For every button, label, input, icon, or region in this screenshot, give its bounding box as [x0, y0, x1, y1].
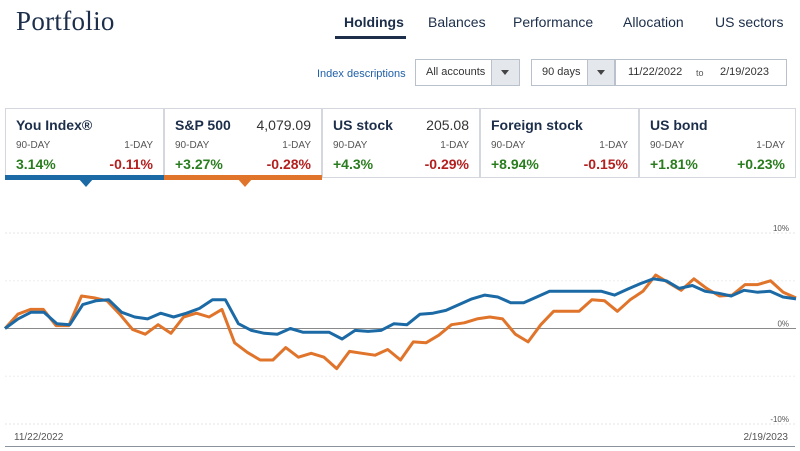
date-to-input[interactable]: 2/19/2023	[720, 66, 769, 78]
x-end-label: 2/19/2023	[744, 432, 789, 443]
tab-allocation[interactable]: Allocation	[623, 14, 684, 30]
card-1day-value: -0.28%	[266, 156, 311, 172]
card-1day-value: -0.15%	[583, 156, 628, 172]
tab-performance[interactable]: Performance	[513, 14, 594, 30]
card-us-stock[interactable]: US stock 205.08 90-DAY 1-DAY +4.3% -0.29…	[322, 108, 480, 178]
card-selected-bar	[5, 175, 164, 180]
card-90day-value: +8.94%	[491, 156, 539, 172]
date-to-label: to	[696, 68, 704, 78]
chevron-down-icon	[597, 70, 605, 75]
card-1day-value: -0.11%	[109, 156, 153, 172]
card-90day-value: 3.14%	[16, 156, 56, 172]
series-line-you-index	[4, 277, 797, 341]
tab-us-sectors[interactable]: US sectors	[715, 14, 784, 30]
card-90day-label: 90-DAY	[491, 140, 526, 151]
card-price: 205.08	[426, 117, 469, 133]
card-90day-value: +1.81%	[650, 156, 698, 172]
chevron-down-icon	[501, 70, 509, 75]
card-name: Foreign stock	[491, 117, 583, 133]
x-start-label: 11/22/2022	[14, 432, 64, 443]
card-name: You Index®	[16, 117, 93, 133]
tab-holdings[interactable]: Holdings	[344, 14, 404, 30]
accounts-select-value: All accounts	[426, 66, 486, 78]
period-select-value: 90 days	[542, 66, 581, 78]
y-tick-label: 10%	[773, 224, 789, 233]
page-title: Portfolio	[16, 6, 115, 36]
index-cards: You Index® 90-DAY 1-DAY 3.14% -0.11% S&P…	[5, 108, 796, 187]
card-90day-label: 90-DAY	[333, 140, 368, 151]
card-price: 4,079.09	[256, 117, 312, 133]
card-90day-label: 90-DAY	[16, 140, 51, 151]
card-name: S&P 500	[175, 117, 231, 133]
date-from-input[interactable]: 11/22/2022	[628, 66, 683, 78]
card-sp500[interactable]: S&P 500 4,079.09 90-DAY 1-DAY +3.27% -0.…	[164, 108, 322, 187]
card-selected-notch	[78, 178, 94, 187]
card-90day-value: +4.3%	[333, 156, 374, 172]
card-1day-label: 1-DAY	[599, 140, 628, 151]
period-dropdown-button[interactable]	[587, 60, 615, 85]
y-tick-label: -10%	[770, 415, 789, 424]
card-90day-value: +3.27%	[175, 156, 223, 172]
accounts-select[interactable]: All accounts	[415, 59, 520, 86]
card-1day-label: 1-DAY	[756, 140, 785, 151]
period-select[interactable]: 90 days	[531, 59, 616, 86]
date-range[interactable]: 11/22/2022 to 2/19/2023	[614, 59, 787, 86]
card-selected-bar	[164, 175, 322, 180]
card-90day-label: 90-DAY	[650, 140, 685, 151]
card-selected-notch	[237, 178, 253, 187]
card-1day-label: 1-DAY	[440, 140, 469, 151]
card-name: US stock	[333, 117, 393, 133]
card-90day-label: 90-DAY	[175, 140, 210, 151]
card-foreign-stock[interactable]: Foreign stock 90-DAY 1-DAY +8.94% -0.15%	[480, 108, 639, 178]
card-name: US bond	[650, 117, 708, 133]
tab-balances[interactable]: Balances	[428, 14, 486, 30]
card-1day-value: -0.29%	[424, 156, 469, 172]
active-tab-underline	[335, 36, 406, 39]
card-us-bond[interactable]: US bond 90-DAY 1-DAY +1.81% +0.23%	[639, 108, 796, 178]
card-you-index[interactable]: You Index® 90-DAY 1-DAY 3.14% -0.11%	[5, 108, 164, 187]
index-descriptions-link[interactable]: Index descriptions	[317, 68, 406, 80]
accounts-dropdown-button[interactable]	[491, 60, 519, 85]
bottom-divider	[5, 446, 795, 447]
card-1day-label: 1-DAY	[124, 140, 153, 151]
card-1day-label: 1-DAY	[282, 140, 311, 151]
series-line-sp500	[3, 273, 797, 371]
card-1day-value: +0.23%	[737, 156, 785, 172]
performance-chart: 10% 0% -10% 11/22/2022 2/19/2023	[3, 224, 797, 443]
y-tick-label: 0%	[777, 320, 789, 329]
